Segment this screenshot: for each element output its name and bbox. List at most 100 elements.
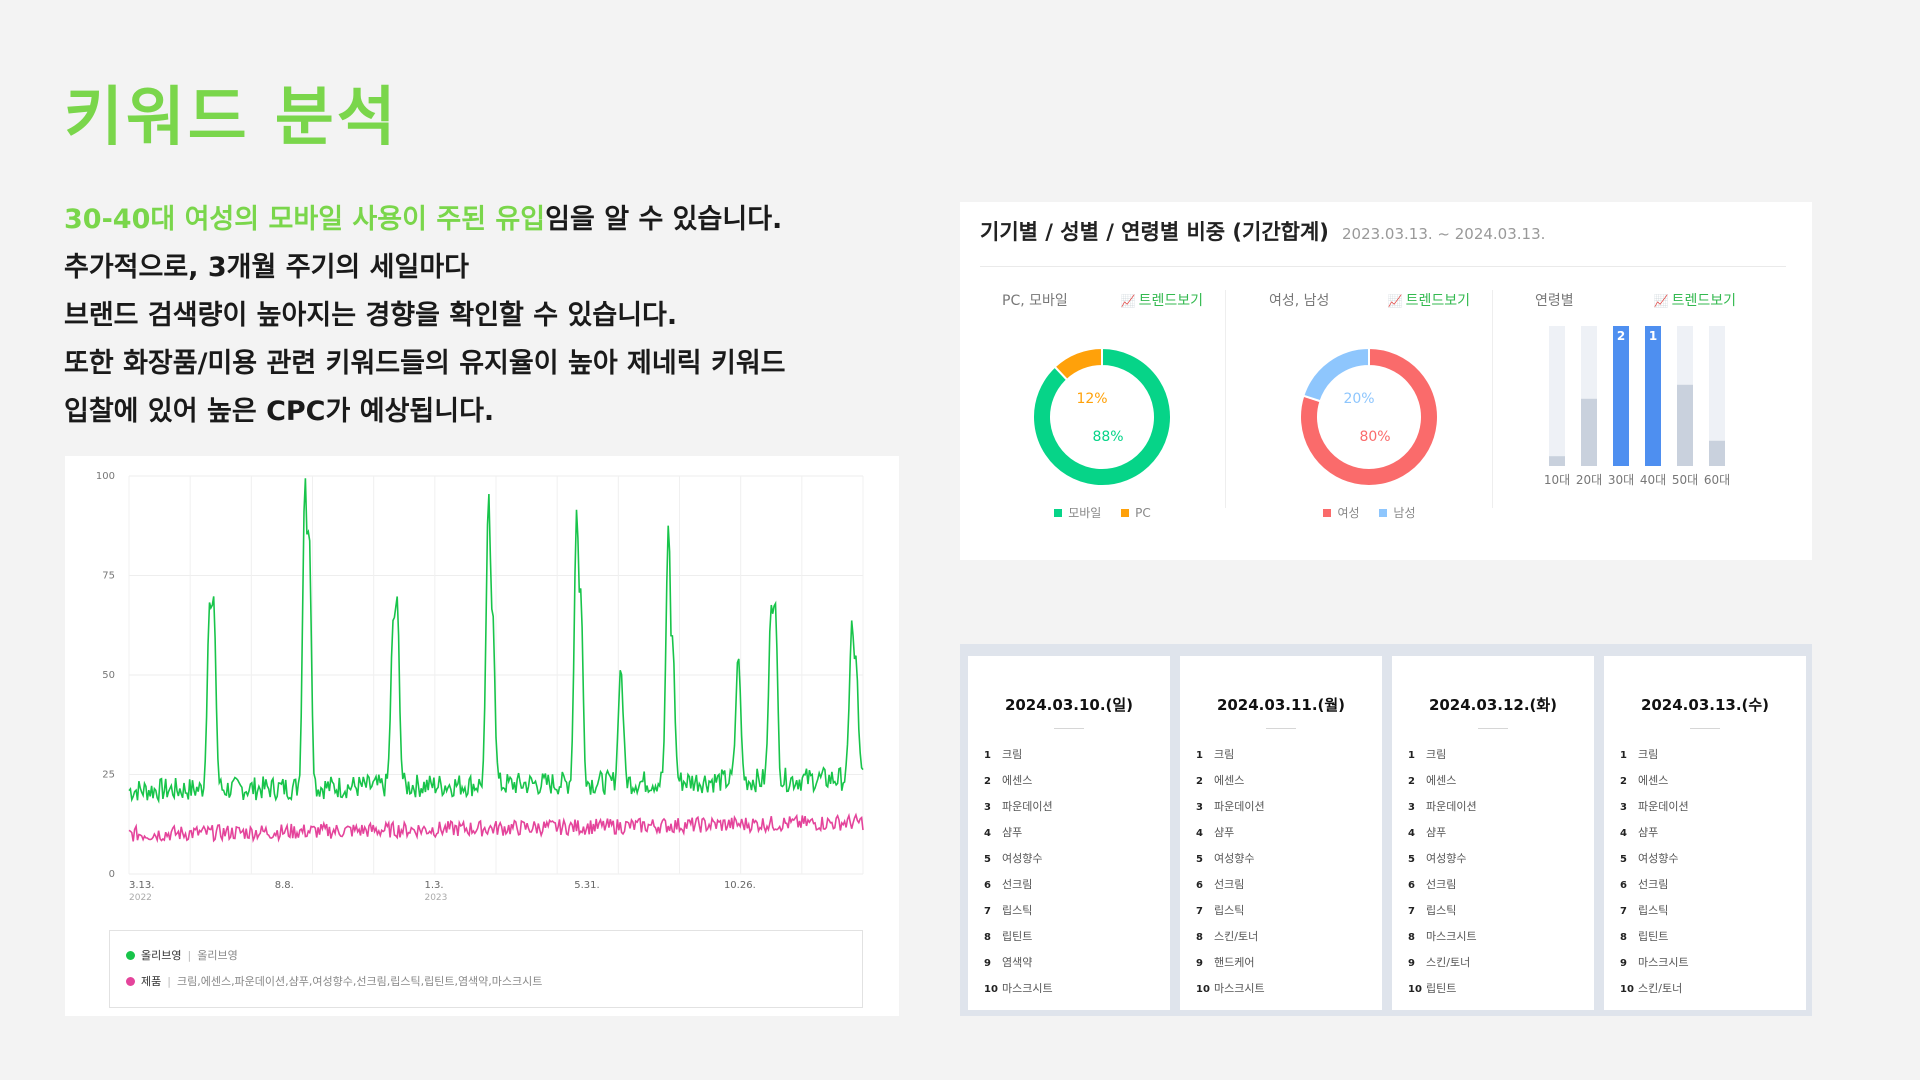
divider xyxy=(1054,728,1084,729)
rank-keyword: 크림 xyxy=(1214,748,1235,761)
rank-number: 3 xyxy=(1620,802,1627,813)
rank-keyword: 여성향수 xyxy=(1426,852,1467,865)
rank-number: 9 xyxy=(1196,958,1203,969)
rank-keyword: 에센스 xyxy=(1638,774,1669,787)
trend-legend: 올리브영 | 올리브영 제품 | 크림,에센스,파운데이션,샴푸,여성향수,선크림,립스… xyxy=(109,930,863,1008)
ranking-item[interactable]: 10 스킨/토너 xyxy=(1620,976,1689,1002)
ranking-item[interactable]: 7 립스틱 xyxy=(1196,898,1265,924)
demographics-title: 기기별 / 성별 / 연령별 비중 (기간합계) xyxy=(980,220,1329,244)
rank-keyword: 마스크시트 xyxy=(1002,982,1053,995)
rank-keyword: 염색약 xyxy=(1002,956,1033,969)
rank-keyword: 크림 xyxy=(1638,748,1659,761)
ranking-item[interactable]: 4 샴푸 xyxy=(1408,820,1477,846)
rank-number: 4 xyxy=(984,828,991,839)
x-tick-label: 10.26. xyxy=(724,880,756,891)
ranking-item[interactable]: 4 샴푸 xyxy=(1620,820,1689,846)
rank-number: 8 xyxy=(1408,932,1415,943)
trend-link-label: 트렌드보기 xyxy=(1405,293,1470,309)
ranking-item[interactable]: 8 립틴트 xyxy=(1620,924,1689,950)
ranking-item[interactable]: 7 립스틱 xyxy=(1408,898,1477,924)
legend-female: 여성 xyxy=(1323,506,1360,520)
donut-slice xyxy=(1302,346,1370,403)
age-bar-track xyxy=(1549,326,1565,466)
ranking-item[interactable]: 3 파운데이션 xyxy=(1408,794,1477,820)
rank-keyword: 스킨/토너 xyxy=(1426,956,1471,969)
age-category-label: 50대 xyxy=(1672,473,1698,487)
ranking-item[interactable]: 3 파운데이션 xyxy=(984,794,1053,820)
x-tick-sublabel: 2023 xyxy=(424,893,447,903)
ranking-item[interactable]: 6 선크림 xyxy=(1620,872,1689,898)
ranking-item[interactable]: 6 선크림 xyxy=(1196,872,1265,898)
ranking-item[interactable]: 8 립틴트 xyxy=(984,924,1053,950)
rank-keyword: 핸드케어 xyxy=(1214,956,1255,969)
summary-line-4: 또한 화장품/미용 관련 키워드들의 유지율이 높아 제네릭 키워드 xyxy=(64,348,786,379)
rank-number: 2 xyxy=(1408,776,1415,787)
ranking-item[interactable]: 1 크림 xyxy=(1620,742,1689,768)
ranking-item[interactable]: 2 에센스 xyxy=(1620,768,1689,794)
rank-number: 2 xyxy=(984,776,991,787)
ranking-item[interactable]: 10 마스크시트 xyxy=(1196,976,1265,1002)
gender-trend-link[interactable]: 📈 트렌드보기 xyxy=(1388,290,1470,310)
ranking-item[interactable]: 7 립스틱 xyxy=(984,898,1053,924)
ranking-card: 2024.03.10.(일) 1 크림 2 에센스 3 파운데이션 4 샴푸 5 여성향수… xyxy=(968,656,1170,1010)
ranking-item[interactable]: 5 여성향수 xyxy=(984,846,1053,872)
ranking-card: 2024.03.12.(화) 1 크림 2 에센스 3 파운데이션 4 샴푸 5 여성향수… xyxy=(1392,656,1594,1010)
legend-item-products[interactable]: 제품 | 크림,에센스,파운데이션,샴푸,여성향수,선크림,립스틱,립틴트,염색약,… xyxy=(126,973,542,989)
ranking-item[interactable]: 6 선크림 xyxy=(984,872,1053,898)
ranking-item[interactable]: 9 염색약 xyxy=(984,950,1053,976)
ranking-item[interactable]: 4 샴푸 xyxy=(984,820,1053,846)
ranking-item[interactable]: 5 여성향수 xyxy=(1620,846,1689,872)
ranking-item[interactable]: 1 크림 xyxy=(984,742,1053,768)
ranking-item[interactable]: 1 크림 xyxy=(1196,742,1265,768)
rank-number: 5 xyxy=(1196,854,1203,865)
ranking-item[interactable]: 7 립스틱 xyxy=(1620,898,1689,924)
rank-number: 9 xyxy=(984,958,991,969)
trend-link-label: 트렌드보기 xyxy=(1138,293,1203,309)
ranking-item[interactable]: 10 마스크시트 xyxy=(984,976,1053,1002)
ranking-item[interactable]: 5 여성향수 xyxy=(1408,846,1477,872)
ranking-item[interactable]: 2 에센스 xyxy=(1196,768,1265,794)
legend-item-oliveyoung[interactable]: 올리브영 | 올리브영 xyxy=(126,947,238,963)
rank-keyword: 스킨/토너 xyxy=(1214,930,1259,943)
ranking-item[interactable]: 8 스킨/토너 xyxy=(1196,924,1265,950)
legend-series-name: 제품 xyxy=(141,975,162,988)
ranking-item[interactable]: 9 마스크시트 xyxy=(1620,950,1689,976)
ranking-item[interactable]: 3 파운데이션 xyxy=(1620,794,1689,820)
rank-keyword: 여성향수 xyxy=(1638,852,1679,865)
age-trend-link[interactable]: 📈 트렌드보기 xyxy=(1654,290,1736,310)
rank-keyword: 립틴트 xyxy=(1002,930,1033,943)
ranking-item[interactable]: 5 여성향수 xyxy=(1196,846,1265,872)
rank-keyword: 립스틱 xyxy=(1214,904,1245,917)
ranking-item[interactable]: 8 마스크시트 xyxy=(1408,924,1477,950)
age-bar xyxy=(1549,456,1565,466)
device-trend-link[interactable]: 📈 트렌드보기 xyxy=(1121,290,1203,310)
legend-male: 남성 xyxy=(1379,506,1416,520)
rank-keyword: 선크림 xyxy=(1638,878,1669,891)
rank-number: 2 xyxy=(1620,776,1627,787)
ranking-item[interactable]: 9 스킨/토너 xyxy=(1408,950,1477,976)
rank-keyword: 파운데이션 xyxy=(1214,800,1265,813)
age-bar-track xyxy=(1709,326,1725,466)
age-label: 연령별 xyxy=(1535,293,1574,309)
rank-number: 7 xyxy=(984,906,991,917)
y-tick-label: 50 xyxy=(102,670,115,681)
ranking-list: 1 크림 2 에센스 3 파운데이션 4 샴푸 5 여성향수 6 선크림 7 립스틱 8 스킨/… xyxy=(1196,742,1265,1002)
gender-donut-chart: 80% 20% xyxy=(1299,346,1439,487)
ranking-item[interactable]: 2 에센스 xyxy=(1408,768,1477,794)
ranking-item[interactable]: 10 립틴트 xyxy=(1408,976,1477,1002)
legend-label: 모바일 xyxy=(1068,506,1102,520)
rank-keyword: 크림 xyxy=(1002,748,1023,761)
ranking-item[interactable]: 9 핸드케어 xyxy=(1196,950,1265,976)
ranking-item[interactable]: 4 샴푸 xyxy=(1196,820,1265,846)
rank-number: 6 xyxy=(984,880,991,891)
ranking-item[interactable]: 3 파운데이션 xyxy=(1196,794,1265,820)
ranking-item[interactable]: 2 에센스 xyxy=(984,768,1053,794)
donut-value-label: 12% xyxy=(1076,391,1107,407)
rank-keyword: 립스틱 xyxy=(1002,904,1033,917)
rank-number: 7 xyxy=(1196,906,1203,917)
ranking-item[interactable]: 1 크림 xyxy=(1408,742,1477,768)
rank-number: 5 xyxy=(984,854,991,865)
ranking-item[interactable]: 6 선크림 xyxy=(1408,872,1477,898)
rank-number: 9 xyxy=(1620,958,1627,969)
page-title: 키워드 분석 xyxy=(64,81,399,155)
